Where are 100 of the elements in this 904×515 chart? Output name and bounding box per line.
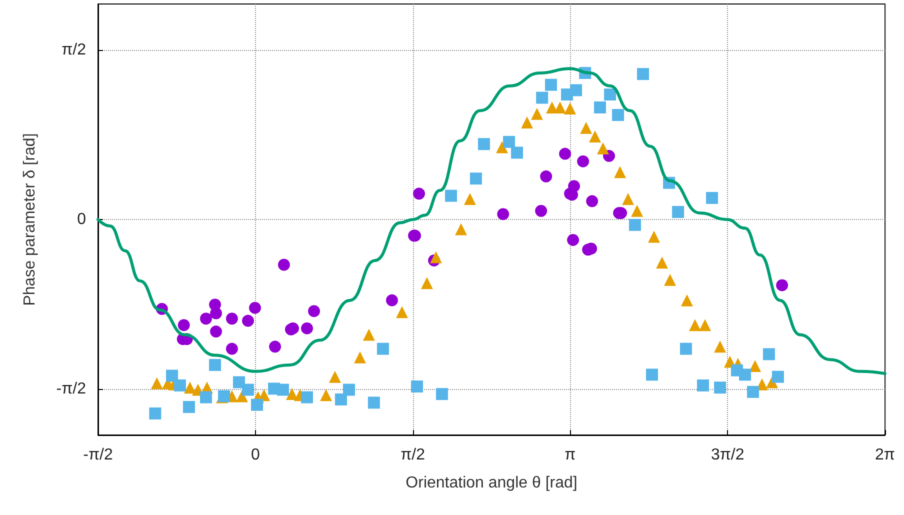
point xyxy=(150,377,163,390)
point xyxy=(308,305,320,318)
point xyxy=(536,92,548,104)
point xyxy=(656,256,668,269)
point xyxy=(301,322,314,334)
point xyxy=(200,312,212,325)
point xyxy=(672,206,684,218)
point xyxy=(597,142,610,154)
x-tick-label: -π/2 xyxy=(83,446,113,464)
point xyxy=(184,382,196,394)
point xyxy=(588,130,601,143)
point xyxy=(586,195,598,208)
point xyxy=(436,388,448,400)
point xyxy=(688,319,701,332)
y-tick-label: π/2 xyxy=(62,42,86,59)
point xyxy=(386,294,398,306)
point xyxy=(413,188,426,200)
point xyxy=(376,342,389,355)
x-tick-label: 2π xyxy=(875,446,895,464)
x-tick-label: π/2 xyxy=(400,446,426,464)
point xyxy=(278,258,290,271)
y-tick-label: -π/2 xyxy=(56,380,86,398)
point xyxy=(226,312,238,325)
line-series xyxy=(96,67,886,376)
point xyxy=(210,326,222,338)
point xyxy=(226,342,238,355)
point xyxy=(697,379,710,392)
point xyxy=(594,101,606,114)
point xyxy=(568,180,580,192)
point xyxy=(646,368,658,381)
point xyxy=(622,193,634,206)
point xyxy=(559,148,572,160)
point xyxy=(249,302,261,314)
point xyxy=(762,348,775,360)
point xyxy=(411,380,424,393)
point xyxy=(420,277,433,290)
point xyxy=(614,166,626,178)
point xyxy=(166,370,178,382)
point xyxy=(464,193,476,206)
point xyxy=(269,340,282,353)
point xyxy=(511,146,524,159)
point xyxy=(232,376,245,388)
point xyxy=(301,391,314,404)
y-axis-title: Phase parameter δ [rad] xyxy=(22,133,38,306)
point xyxy=(242,384,254,396)
point xyxy=(749,360,762,372)
x-tick-label: π xyxy=(564,446,576,464)
point xyxy=(631,204,644,217)
point xyxy=(455,223,468,236)
point xyxy=(178,319,190,332)
point xyxy=(334,393,347,406)
point xyxy=(612,108,624,121)
point xyxy=(714,340,726,353)
point xyxy=(535,204,548,217)
point xyxy=(496,141,508,154)
point xyxy=(604,88,616,101)
point xyxy=(478,138,490,150)
point xyxy=(521,116,534,129)
point xyxy=(286,388,298,400)
point xyxy=(368,396,380,409)
x-tick-label: 3π/2 xyxy=(710,446,744,464)
point xyxy=(570,84,582,96)
point xyxy=(242,314,254,327)
point xyxy=(503,136,516,148)
point xyxy=(209,358,222,371)
point xyxy=(328,370,341,383)
point xyxy=(342,384,355,396)
point xyxy=(680,342,692,355)
x-tick-label: 0 xyxy=(250,446,260,464)
y-tick-label: 0 xyxy=(77,211,86,228)
point xyxy=(545,78,557,91)
point xyxy=(210,307,222,320)
point xyxy=(174,379,186,392)
point xyxy=(362,328,375,341)
point xyxy=(776,279,788,292)
point xyxy=(276,384,289,396)
point xyxy=(470,172,482,185)
point xyxy=(714,382,726,394)
point xyxy=(430,251,442,264)
point xyxy=(772,370,784,383)
point xyxy=(564,102,576,115)
point xyxy=(182,400,195,413)
point xyxy=(577,155,590,168)
point xyxy=(680,294,693,306)
point xyxy=(636,68,649,80)
point xyxy=(738,368,751,381)
point xyxy=(540,170,552,182)
point xyxy=(706,192,718,204)
point xyxy=(497,208,510,220)
point xyxy=(320,389,332,402)
point xyxy=(580,122,592,134)
x-axis-title: Orientation angle θ [rad] xyxy=(406,474,578,492)
point xyxy=(445,190,457,202)
point xyxy=(648,230,660,243)
point xyxy=(567,234,580,246)
point xyxy=(396,306,408,318)
point xyxy=(664,274,676,286)
point xyxy=(251,398,264,411)
point xyxy=(699,319,712,332)
point xyxy=(628,218,641,231)
